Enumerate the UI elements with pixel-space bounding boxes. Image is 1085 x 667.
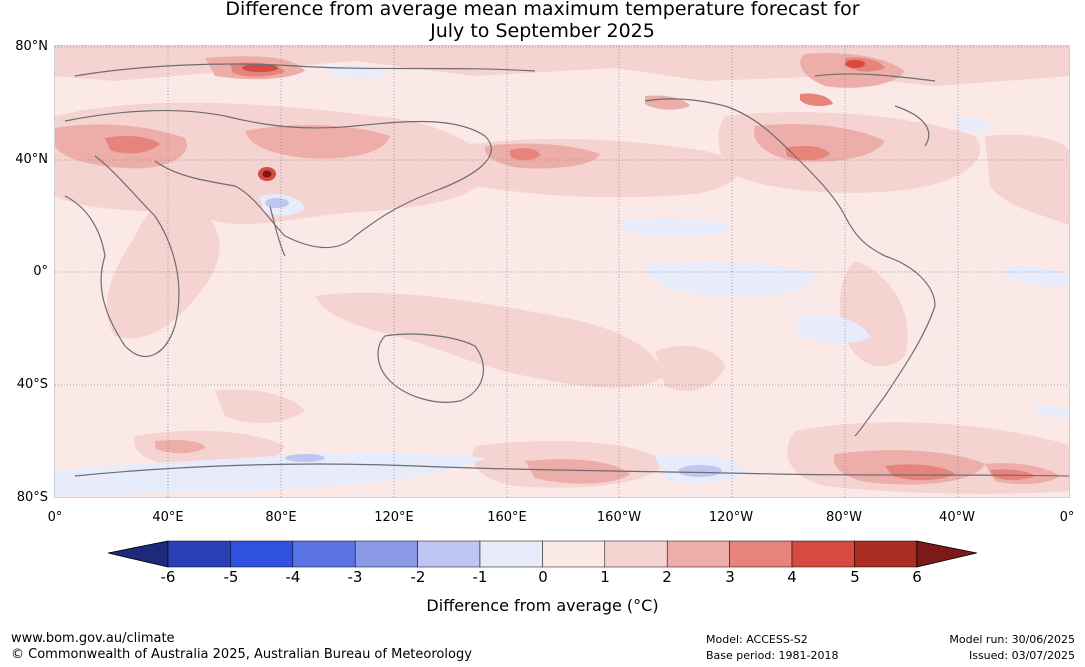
lon-label-120e: 120°E — [374, 510, 414, 525]
colorbar-tick: 0 — [538, 568, 548, 586]
colorbar-segment — [479, 540, 543, 568]
colorbar-segment — [791, 540, 855, 568]
issued-text: Issued: 03/07/2025 — [968, 649, 1075, 662]
base-period-text: Base period: 1981-2018 — [706, 649, 839, 662]
colorbar-segment — [167, 540, 231, 568]
model-text: Model: ACCESS-S2 — [706, 633, 808, 646]
lat-label-0: 0° — [33, 264, 48, 279]
lon-label-120w: 120°W — [708, 510, 754, 525]
colorbar-tick: -1 — [472, 568, 488, 586]
lon-label-160w: 160°W — [596, 510, 642, 525]
colorbar-tick: 5 — [850, 568, 860, 586]
colorbar-tick: -6 — [160, 568, 176, 586]
colorbar-tick: 2 — [662, 568, 672, 586]
model-run-text: Model run: 30/06/2025 — [949, 633, 1075, 646]
lon-label-40e: 40°E — [152, 510, 184, 525]
colorbar-tick: -5 — [223, 568, 239, 586]
temperature-anomaly-field — [55, 46, 1069, 497]
colorbar-segment — [666, 540, 730, 568]
chart-title-line-2: July to September 2025 — [430, 20, 655, 42]
lon-label-0: 0° — [47, 510, 63, 525]
chart-title-line-1: Difference from average mean maximum tem… — [225, 0, 860, 20]
colorbar-tick: 6 — [912, 568, 922, 586]
colorbar-tick: -3 — [347, 568, 363, 586]
colorbar-tick: -4 — [285, 568, 301, 586]
lat-label-80n: 80°N — [15, 39, 48, 54]
colorbar-segment — [417, 540, 481, 568]
anomaly-strong-warm-spots — [242, 60, 865, 181]
lat-label-40n: 40°N — [15, 152, 48, 167]
lon-label-160e: 160°E — [487, 510, 527, 525]
colorbar-tick: 3 — [725, 568, 735, 586]
anomaly-minus-1-to-0-regions — [55, 65, 1069, 496]
lat-label-40s: 40°S — [16, 377, 48, 392]
colorbar-segment — [854, 540, 918, 568]
colorbar-extend-low — [108, 540, 169, 568]
copyright-text: © Commonwealth of Australia 2025, Austra… — [11, 647, 472, 662]
graticule — [55, 46, 1069, 497]
lon-label-80e: 80°E — [265, 510, 297, 525]
anomaly-2-to-3-regions — [55, 53, 1060, 485]
coastlines — [64, 63, 1069, 477]
colorbar-segment — [230, 540, 294, 568]
website-text: www.bom.gov.au/climate — [11, 631, 175, 646]
lon-label-0-east: 0° — [1059, 510, 1075, 525]
lat-label-80s: 80°S — [16, 490, 48, 505]
colorbar-tick: 1 — [600, 568, 610, 586]
colorbar-label: Difference from average (°C) — [426, 596, 659, 615]
forecast-map — [54, 45, 1070, 498]
lon-label-80w: 80°W — [826, 510, 862, 525]
anomaly-minus-2-to-minus-1-regions — [265, 198, 722, 477]
colorbar-extend-high — [916, 540, 977, 568]
colorbar-segment — [604, 540, 668, 568]
lon-label-40w: 40°W — [939, 510, 975, 525]
colorbar-segment — [542, 540, 606, 568]
colorbar — [108, 540, 977, 568]
colorbar-tick: 4 — [787, 568, 797, 586]
colorbar-segment — [292, 540, 356, 568]
colorbar-segment — [354, 540, 418, 568]
colorbar-tick: -2 — [410, 568, 426, 586]
colorbar-segment — [729, 540, 793, 568]
